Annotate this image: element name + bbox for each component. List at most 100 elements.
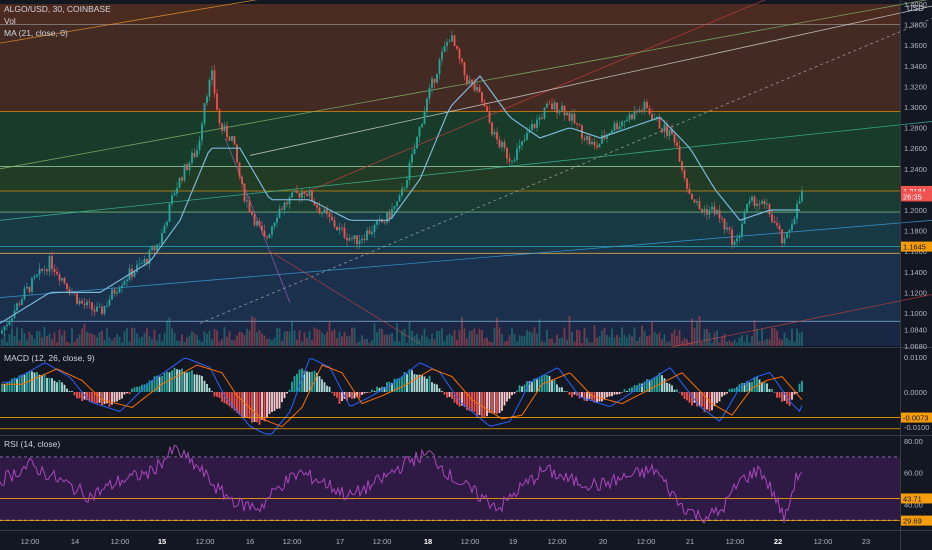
volume-bar <box>43 326 46 346</box>
volume-bar <box>233 339 236 346</box>
volume-bar <box>311 340 313 346</box>
macd-histogram-bar <box>731 388 733 392</box>
macd-histogram-bar <box>466 392 468 411</box>
candle-body <box>773 221 776 224</box>
candle-body <box>111 289 113 300</box>
volume-bar <box>423 328 426 346</box>
candle-body <box>783 238 786 244</box>
macd-histogram-bar <box>798 383 801 392</box>
volume-bar <box>768 339 771 346</box>
price-tick-label: 1.1000 <box>904 309 927 318</box>
macd-histogram-bar <box>231 392 233 409</box>
volume-bar <box>183 341 186 346</box>
volume-bar <box>488 341 491 346</box>
macd-legend[interactable]: MACD (12, 26, close, 9) <box>4 353 95 363</box>
candle-body <box>408 162 411 181</box>
volume-bar <box>611 328 613 346</box>
candle-body <box>203 103 206 124</box>
candle-body <box>536 119 538 128</box>
candle-body <box>793 218 796 225</box>
candle-body <box>506 147 508 159</box>
macd-histogram-bar <box>191 370 193 392</box>
time-axis[interactable]: 12:00 14 12:00 15 12:00 16 12:00 17 12:00 18 12:00… <box>21 537 871 546</box>
candle-body <box>216 93 218 110</box>
candle-body <box>503 141 506 148</box>
candle-body <box>41 268 43 271</box>
macd-histogram-bar <box>153 376 156 392</box>
macd-histogram-bar <box>498 392 501 413</box>
macd-histogram-bar <box>511 392 513 396</box>
candle-body <box>366 230 368 241</box>
candle-body <box>48 256 51 272</box>
volume-bar <box>73 341 76 346</box>
volume-bar <box>1 339 3 346</box>
volume-bar <box>741 335 743 346</box>
volume-bar <box>708 332 711 346</box>
macd-axis[interactable]: 0.0100 0.0000 -0.0100-0.0073 <box>901 353 932 432</box>
volume-bar <box>61 335 63 346</box>
candle-body <box>573 113 576 124</box>
macd-histogram-bar <box>488 392 491 413</box>
candle-body <box>236 144 238 163</box>
macd-histogram-bar <box>676 389 678 392</box>
macd-histogram-bar <box>688 392 691 403</box>
candle-body <box>611 130 613 134</box>
volume-bar <box>528 331 531 346</box>
macd-histogram-bar <box>753 377 756 392</box>
volume-bar <box>256 331 258 346</box>
volume-bar <box>226 336 228 346</box>
macd-histogram-bar <box>593 392 596 403</box>
volume-bar <box>178 341 181 346</box>
candle-body <box>633 110 636 120</box>
candle-body <box>28 286 31 292</box>
volume-bar <box>58 329 61 346</box>
macd-histogram-bar <box>573 392 576 395</box>
macd-histogram-bar <box>691 392 693 406</box>
ma-legend[interactable]: MA (21, close, 0) <box>4 28 68 38</box>
macd-histogram-bar <box>441 391 443 392</box>
volume-bar <box>638 336 641 346</box>
candle-body <box>508 158 511 162</box>
candle-body <box>586 135 588 140</box>
candle-body <box>786 232 788 239</box>
price-badge-bg <box>901 191 932 202</box>
volume-bar <box>571 331 573 346</box>
rsi-tick-label: 80.00 <box>904 437 923 446</box>
macd-histogram-bar <box>156 375 158 392</box>
volume-bar <box>626 337 628 346</box>
macd-histogram-bar <box>46 377 48 392</box>
candle-body <box>363 238 366 241</box>
price-pane[interactable] <box>0 0 932 417</box>
candle-body <box>646 101 648 109</box>
candle-body <box>606 134 608 139</box>
volume-bar <box>181 334 183 346</box>
macd-histogram-bar <box>648 379 651 392</box>
candle-body <box>483 102 486 107</box>
symbol-title[interactable]: ALGO/USD, 30, COINBASE <box>4 4 111 14</box>
volume-bar <box>123 331 126 346</box>
macd-pane[interactable] <box>0 348 900 436</box>
volume-bar <box>763 340 766 346</box>
volume-bar <box>81 328 83 346</box>
volume-bar <box>63 330 66 346</box>
price-axis[interactable]: USD 1.4000 1.3800 1.3600 1.3400 1.3200 1.3000… <box>901 0 932 351</box>
volume-bar <box>98 332 101 346</box>
rsi-pane[interactable] <box>0 436 900 530</box>
macd-histogram-bar <box>111 392 113 405</box>
candle-body <box>461 58 463 63</box>
volume-bar <box>176 340 178 346</box>
candle-body <box>798 201 801 204</box>
candle-body <box>413 148 416 155</box>
candle-body <box>613 123 616 131</box>
rsi-legend[interactable]: RSI (14, close) <box>4 439 60 449</box>
macd-histogram-bar <box>436 384 438 392</box>
volume-bar <box>698 316 701 346</box>
candle-body <box>528 130 531 133</box>
volume-bar <box>318 329 321 346</box>
candle-body <box>223 125 226 131</box>
volume-bar <box>253 317 256 346</box>
vol-legend[interactable]: Vol <box>4 16 16 26</box>
candle-body <box>436 73 438 83</box>
